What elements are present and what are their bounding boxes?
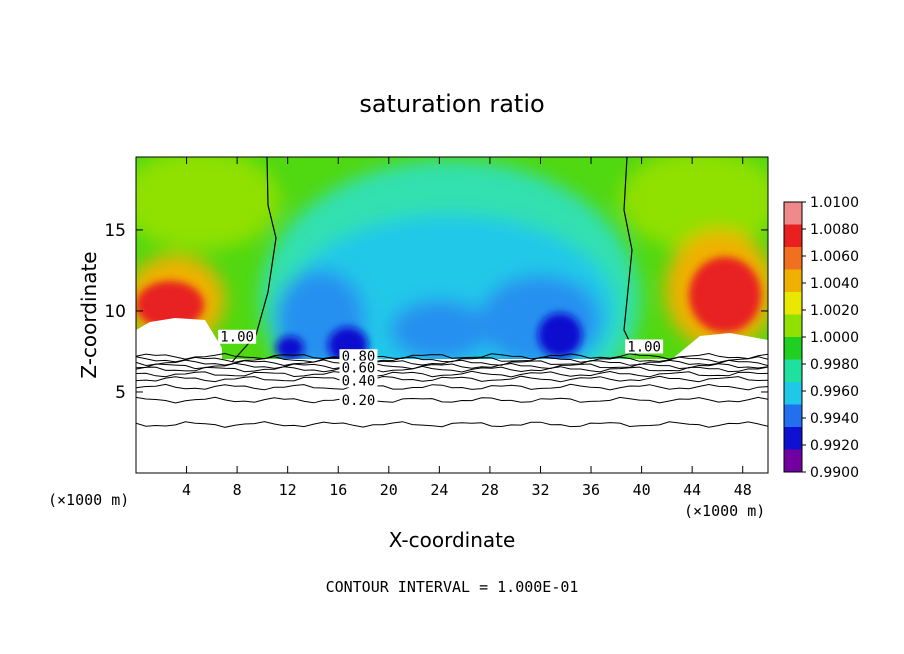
x-tick-label: 20	[380, 481, 398, 499]
contour-label-bg	[339, 360, 378, 375]
colorbar-swatch	[784, 224, 802, 248]
colorbar-label: 0.9940	[810, 411, 859, 427]
contour-label-bg	[625, 339, 664, 354]
y-tick-label: 10	[104, 302, 126, 322]
x-tick-label: 48	[734, 481, 752, 499]
x-tick-label: 28	[481, 481, 499, 499]
colorbar-swatch	[784, 404, 802, 428]
colorbar-label: 0.9980	[810, 357, 859, 373]
y-tick-label: 5	[115, 383, 126, 403]
contour-label: 1.00	[220, 330, 254, 346]
colorbar-swatch	[784, 337, 802, 360]
contour-label-bg	[218, 329, 257, 344]
contour-label-bg	[339, 373, 378, 388]
x-tick-label: 32	[531, 481, 549, 499]
y-tick-label: 15	[104, 221, 126, 241]
x-tick-label: 36	[582, 481, 600, 499]
colorbar-swatch	[784, 269, 802, 293]
contour-line	[136, 352, 768, 360]
colorbar-swatch	[784, 202, 802, 225]
x-tick-label: 4	[182, 481, 191, 499]
plot-frame	[135, 156, 769, 474]
contour-line	[136, 359, 768, 367]
colorbar-swatch	[784, 314, 802, 338]
x-tick-label: 8	[233, 481, 242, 499]
contour-label-bg	[339, 349, 378, 364]
contour-label: 1.00	[627, 339, 661, 355]
colorbar-swatch	[784, 359, 802, 383]
colorbar-label: 1.0040	[810, 276, 859, 292]
colorbar-label: 1.0080	[810, 222, 859, 238]
contour-label: 0.20	[342, 393, 376, 409]
plot-field	[136, 157, 768, 473]
colorbar-swatch	[784, 247, 802, 270]
x-unit-right: (×1000 m)	[684, 502, 765, 520]
colorbar-label: 1.0000	[810, 330, 859, 346]
colorbar-label: 0.9960	[810, 384, 859, 400]
y-axis-label: Z-coordinate	[77, 251, 101, 378]
contour-label: 0.40	[342, 373, 376, 389]
colorbar-label: 0.9900	[810, 465, 859, 481]
chart-title: saturation ratio	[359, 90, 544, 118]
contour-line	[136, 365, 768, 373]
colorbar-label: 1.0060	[810, 249, 859, 265]
x-tick-label: 40	[633, 481, 651, 499]
colorbar: 1.0100 1.0080 1.0060 1.0040 1.0020 1.0000 0.99…	[783, 195, 859, 481]
x-axis-label: X-coordinate	[389, 528, 516, 552]
contour-label-bg	[339, 392, 378, 407]
y-axis: 5 10 15	[104, 221, 768, 403]
contour-line	[136, 383, 768, 391]
x-tick-label: 44	[683, 481, 701, 499]
colorbar-swatch	[784, 427, 802, 450]
x-axis: 4 8 12 16 20 24 28 32 36 40 44 48	[182, 157, 752, 499]
contour-line	[136, 421, 768, 428]
x-tick-label: 12	[279, 481, 297, 499]
contour-interval-note: CONTOUR INTERVAL = 1.000E-01	[326, 578, 579, 596]
x-unit-left: (×1000 m)	[48, 491, 129, 509]
contour-line	[136, 375, 768, 383]
contour-labels: 1.001.000.800.600.400.20	[218, 329, 664, 409]
contour-lines	[136, 352, 768, 428]
colorbar-label: 1.0020	[810, 303, 859, 319]
contour-line	[136, 362, 768, 370]
contour-line	[136, 396, 768, 404]
x-tick-label: 24	[430, 481, 448, 499]
colorbar-label: 0.9920	[810, 438, 859, 454]
colorbar-swatch	[784, 292, 802, 315]
colorbar-swatch	[784, 449, 802, 473]
x-tick-label: 16	[329, 481, 347, 499]
colorbar-swatch	[784, 382, 802, 405]
contour-label: 0.60	[342, 361, 376, 377]
contour-line	[136, 370, 768, 378]
contour-line	[136, 356, 768, 363]
colorbar-label: 1.0100	[810, 195, 859, 211]
